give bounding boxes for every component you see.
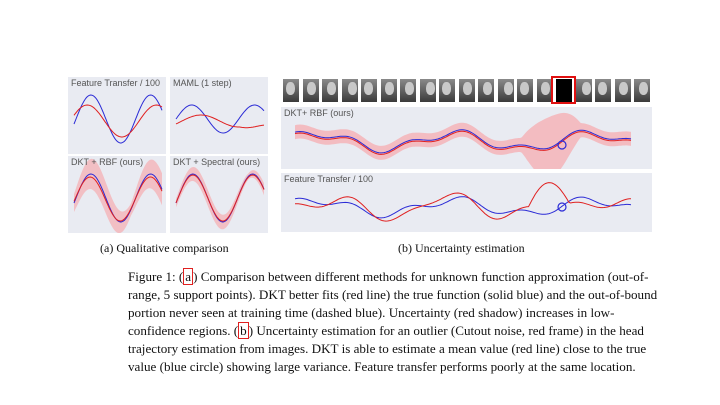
true-value-circle — [557, 202, 567, 212]
head-thumbnail — [458, 79, 475, 102]
head-thumbnail — [556, 79, 572, 102]
panel-maml: MAML (1 step) — [170, 77, 268, 154]
panel-dkt-spectral: DKT + Spectral (ours) — [170, 156, 268, 233]
plot-dkt-rbf-b — [294, 112, 632, 169]
head-thumbnail — [341, 79, 358, 102]
outlier-red-frame — [551, 76, 576, 104]
head-thumbnail — [302, 79, 319, 102]
panel-dkt-rbf-b: DKT+ RBF (ours) — [281, 107, 652, 169]
head-thumbnail — [478, 79, 494, 102]
plot-feature-transfer-b — [294, 182, 632, 222]
head-thumbnail — [497, 79, 514, 102]
subfigure-a-caption: (a) Qualitative comparison — [100, 241, 229, 255]
caption-line-6: value (blue circle) showing large varian… — [128, 359, 636, 374]
caption-line-1: Figure 1: (a) Comparison between differe… — [128, 268, 649, 285]
figure-caption: Figure 1: (a) Comparison between differe… — [128, 268, 658, 376]
panel-title: MAML (1 step) — [173, 78, 232, 88]
plot-dkt-rbf-a — [73, 158, 163, 233]
head-thumbnail — [380, 79, 397, 102]
ref-b-link[interactable]: b — [238, 322, 249, 339]
plot-dkt-spectral — [175, 167, 265, 230]
head-image-strip — [281, 77, 652, 104]
head-thumbnail — [517, 79, 533, 102]
head-thumbnail — [614, 79, 631, 102]
plot-feature-transfer-a — [73, 94, 163, 144]
subfigure-b-caption: (b) Uncertainty estimation — [398, 241, 525, 255]
head-thumbnail — [283, 79, 299, 102]
panel-dkt-rbf-a: DKT + RBF (ours) — [68, 156, 166, 233]
head-thumbnail — [595, 79, 611, 102]
panel-feature-transfer-a: Feature Transfer / 100 — [68, 77, 166, 154]
head-thumbnail — [322, 79, 338, 102]
caption-line-5: trajectory estimation from images. DKT i… — [128, 341, 647, 356]
head-thumbnail — [400, 79, 416, 102]
caption-line-2: range, 5 support points). DKT better fit… — [128, 287, 658, 302]
ref-a-link[interactable]: a — [183, 268, 194, 285]
panel-title: DKT+ RBF (ours) — [284, 108, 354, 118]
panel-title: Feature Transfer / 100 — [284, 174, 374, 184]
caption-line-3: portion never seen at training time (das… — [128, 305, 615, 320]
panel-title: DKT + Spectral (ours) — [173, 157, 261, 167]
panel-feature-transfer-b: Feature Transfer / 100 — [281, 173, 652, 232]
caption-line-4: confidence regions. (b) Uncertainty esti… — [128, 322, 644, 339]
panel-title: Feature Transfer / 100 — [71, 78, 161, 88]
plot-maml — [175, 104, 265, 134]
head-thumbnail — [536, 79, 553, 102]
panel-title: DKT + RBF (ours) — [71, 157, 144, 167]
head-thumbnail — [361, 79, 377, 102]
head-thumbnail — [439, 79, 455, 102]
head-thumbnail — [575, 79, 592, 102]
head-thumbnail — [634, 79, 650, 102]
head-thumbnail — [419, 79, 436, 102]
true-value-circle — [557, 140, 567, 150]
